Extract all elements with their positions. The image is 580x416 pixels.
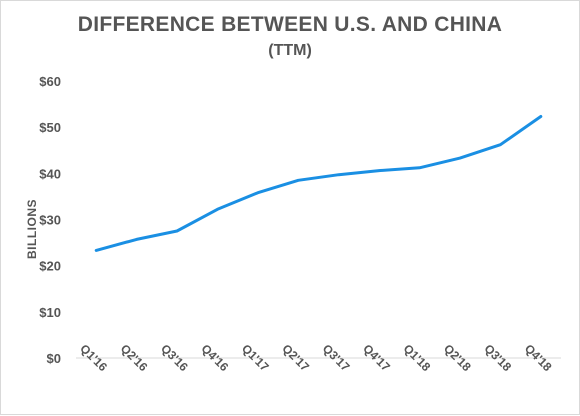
series-line <box>94 115 543 252</box>
chart-title: DIFFERENCE BETWEEN U.S. AND CHINA <box>77 13 503 36</box>
y-tick-label: $10 <box>39 305 61 320</box>
data-point <box>95 249 98 252</box>
data-point <box>377 169 381 172</box>
y-tick-label: $50 <box>39 120 61 135</box>
y-tick-label: $30 <box>39 213 61 228</box>
data-point <box>216 208 219 211</box>
data-point <box>297 179 300 182</box>
y-tick-label: $40 <box>39 166 61 181</box>
data-point <box>418 166 421 169</box>
y-tick-label: $60 <box>39 74 61 89</box>
data-point <box>499 143 502 146</box>
data-point <box>256 191 260 194</box>
chart-subtitle: (TTM) <box>268 42 312 59</box>
data-point <box>539 115 542 118</box>
data-point <box>337 173 340 176</box>
y-tick-label: $0 <box>47 351 61 366</box>
data-point <box>458 156 462 160</box>
y-tick-label: $20 <box>39 259 61 274</box>
data-point <box>175 229 179 233</box>
data-point <box>135 238 138 241</box>
